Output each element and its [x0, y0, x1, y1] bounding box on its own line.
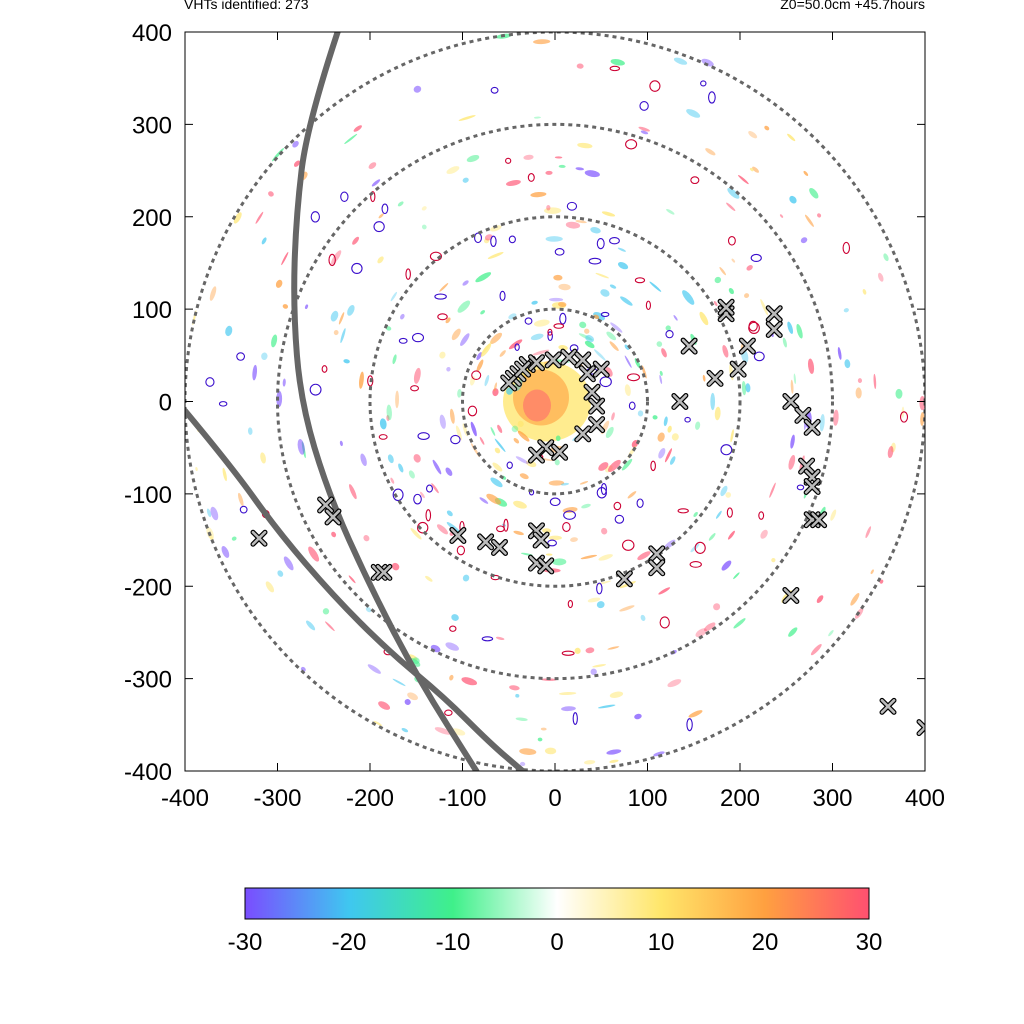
- range-ring: [276, 122, 834, 681]
- colorbar-tick-label: 10: [648, 929, 675, 956]
- x-tick-label: -300: [253, 785, 301, 812]
- storm-tracks: [185, 32, 526, 771]
- vht-marker: [578, 365, 596, 383]
- y-tick-label: 300: [132, 112, 172, 139]
- x-axis: -400 -300 -200 -100 0 100 200 300 400: [161, 32, 945, 812]
- vht-markers: [250, 298, 925, 737]
- vht-marker: [560, 348, 578, 366]
- vht-marker: [528, 522, 545, 540]
- colorbar-tick-label: 0: [550, 929, 563, 956]
- x-tick-label: 200: [720, 785, 760, 812]
- colorbar-tick-label: 30: [856, 929, 883, 956]
- vht-marker: [648, 559, 666, 577]
- vht-marker: [592, 360, 610, 378]
- vht-marker: [729, 360, 747, 378]
- y-axis: 400 300 200 100 0 -100 -200 -300 -400: [124, 20, 925, 786]
- storm-track: [185, 407, 526, 771]
- colorbar-tick-label: 20: [752, 929, 779, 956]
- vht-marker: [574, 351, 592, 369]
- vht-marker: [528, 446, 545, 464]
- x-tick-label: 100: [627, 785, 667, 812]
- vht-marker: [765, 305, 783, 323]
- vht-marker: [477, 533, 495, 551]
- vht-marker: [532, 531, 550, 549]
- vht-marker: [500, 374, 518, 392]
- vht-marker: [491, 538, 508, 556]
- y-tick-label: 100: [132, 297, 172, 324]
- vht-marker: [588, 397, 606, 415]
- vht-count-label: VHTs identified: 273: [184, 0, 309, 12]
- colorbar-tick-label: -20: [332, 929, 367, 956]
- x-tick-label: -100: [438, 785, 486, 812]
- y-tick-label: -200: [124, 574, 172, 601]
- vht-marker: [782, 586, 800, 604]
- vht-marker: [551, 443, 569, 461]
- vht-marker: [803, 477, 821, 495]
- vht-marker: [671, 393, 689, 410]
- vht-marker: [717, 298, 735, 316]
- colorbar: [244, 887, 870, 920]
- vht-marker: [648, 545, 666, 563]
- range-rings: [185, 32, 925, 771]
- vht-marker: [537, 557, 555, 575]
- vht-marker: [916, 719, 925, 737]
- vht-marker: [449, 526, 467, 544]
- y-tick-label: 400: [132, 20, 172, 47]
- vht-marker: [803, 418, 821, 436]
- vht-marker: [782, 393, 800, 410]
- vht-marker: [317, 496, 335, 514]
- colorbar-tick-label: -30: [228, 929, 263, 956]
- vht-marker: [514, 360, 532, 378]
- vht-marker: [798, 457, 816, 475]
- vht-marker: [588, 416, 606, 434]
- colorbar-ticks: -30 -20 -10 0 10 20 30: [228, 929, 883, 956]
- vht-marker: [324, 508, 342, 526]
- vht-marker: [706, 369, 724, 387]
- x-tick-label: -400: [161, 785, 209, 812]
- x-tick-label: 0: [548, 785, 561, 812]
- y-tick-label: 0: [159, 390, 172, 417]
- range-ring: [368, 215, 742, 588]
- vht-marker: [765, 320, 783, 338]
- x-tick-label: 300: [812, 785, 852, 812]
- range-ring: [461, 307, 649, 496]
- vht-marker: [738, 337, 756, 355]
- vht-marker: [879, 697, 897, 715]
- x-tick-label: 400: [905, 785, 945, 812]
- height-time-label: Z0=50.0cm +45.7hours: [780, 0, 925, 12]
- vht-marker: [528, 354, 545, 372]
- vht-marker: [375, 563, 393, 581]
- y-tick-label: -400: [124, 759, 172, 786]
- vht-marker: [810, 511, 828, 529]
- storm-track: [291, 32, 480, 771]
- vht-marker: [615, 570, 633, 588]
- vht-marker: [680, 337, 698, 355]
- y-tick-label: -300: [124, 667, 172, 694]
- y-tick-label: 200: [132, 205, 172, 232]
- colorbar-tick-label: -10: [436, 929, 471, 956]
- vht-marker: [574, 425, 592, 443]
- vht-marker: [583, 383, 601, 401]
- vht-marker: [250, 529, 268, 547]
- y-tick-label: -100: [124, 482, 172, 509]
- vht-marker: [544, 351, 562, 369]
- x-tick-label: -200: [346, 785, 394, 812]
